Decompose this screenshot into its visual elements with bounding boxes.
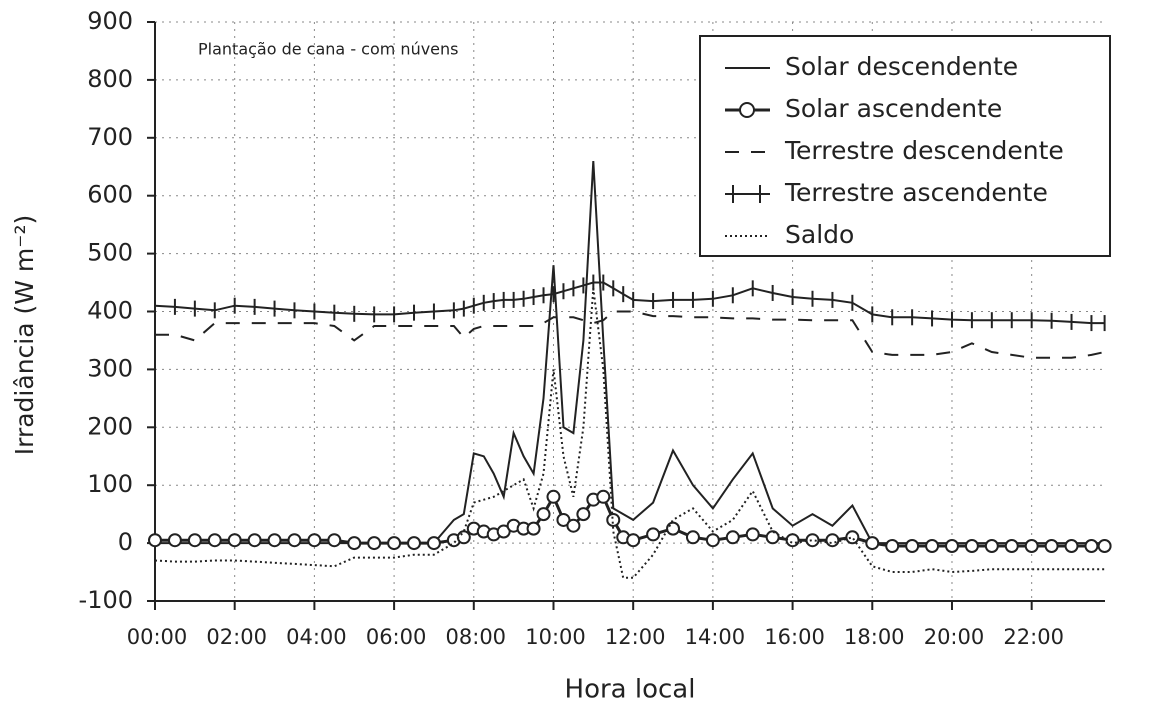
x-tick-label: 06:00 — [366, 625, 427, 649]
point — [207, 533, 222, 548]
series-line — [154, 288, 1105, 579]
x-tick-label: 10:00 — [525, 625, 586, 649]
annotation: Plantação de cana - com núvens — [198, 40, 459, 59]
point — [745, 527, 760, 542]
series-line — [155, 493, 1105, 548]
point — [964, 538, 979, 553]
y-tick-label: 400 — [87, 297, 133, 325]
point — [1004, 538, 1019, 553]
x-tick-label: 00:00 — [127, 625, 188, 649]
legend-label: Solar ascendente — [785, 94, 1002, 123]
x-axis-title: Hora local — [565, 675, 696, 705]
x-tick-label: 04:00 — [286, 625, 347, 649]
point — [187, 533, 202, 548]
y-tick-label: 500 — [87, 239, 133, 267]
point — [267, 533, 282, 548]
point — [596, 489, 611, 504]
legend-label: Terrestre ascendente — [784, 178, 1048, 207]
point — [1064, 538, 1079, 553]
point — [845, 530, 860, 545]
legend-marker — [739, 102, 755, 118]
point — [576, 507, 591, 522]
x-tick-label: 08:00 — [446, 625, 507, 649]
point — [167, 533, 182, 548]
x-tick-label: 02:00 — [206, 625, 267, 649]
x-tick-label: 22:00 — [1003, 625, 1064, 649]
legend-label: Terrestre descendente — [784, 136, 1064, 165]
y-tick-label: 700 — [87, 123, 133, 151]
point — [536, 507, 551, 522]
point — [626, 533, 641, 548]
y-tick-label: 300 — [87, 354, 133, 382]
point — [456, 530, 471, 545]
point — [526, 521, 541, 536]
point — [1044, 538, 1059, 553]
y-tick-label: 900 — [87, 7, 133, 35]
point — [685, 530, 700, 545]
point — [905, 538, 920, 553]
legend-label: Solar descendente — [785, 52, 1018, 81]
point — [307, 533, 322, 548]
y-axis-title: Irradiância (W m⁻²) — [10, 215, 39, 456]
point — [785, 533, 800, 548]
point — [925, 538, 940, 553]
y-tick-label: 600 — [87, 181, 133, 209]
series-line — [154, 281, 1105, 325]
point — [496, 524, 511, 539]
point — [1024, 538, 1039, 553]
point — [546, 489, 561, 504]
x-tick-label: 14:00 — [685, 625, 746, 649]
point — [247, 533, 262, 548]
point — [725, 530, 740, 545]
point — [327, 533, 342, 548]
point — [984, 538, 999, 553]
x-tick-label: 16:00 — [764, 625, 825, 649]
point — [556, 512, 571, 527]
y-tick-label: 800 — [87, 65, 133, 93]
point — [646, 527, 661, 542]
legend-box — [699, 35, 1111, 257]
y-tick-label: 100 — [87, 470, 133, 498]
point — [606, 512, 621, 527]
point — [705, 533, 720, 548]
point — [387, 536, 402, 551]
point — [566, 518, 581, 533]
point — [865, 536, 880, 551]
series-line — [155, 310, 1105, 359]
point — [227, 533, 242, 548]
y-tick-label: 0 — [118, 528, 133, 556]
point — [666, 521, 681, 536]
point — [1084, 538, 1099, 553]
point — [765, 530, 780, 545]
x-tick-label: 18:00 — [844, 625, 905, 649]
point — [426, 536, 441, 551]
point — [367, 536, 382, 551]
legend-label: Saldo — [785, 220, 854, 249]
point — [347, 536, 362, 551]
y-tick-label: 200 — [87, 412, 133, 440]
point — [825, 533, 840, 548]
x-tick-label: 12:00 — [605, 625, 666, 649]
x-tick-label: 20:00 — [924, 625, 985, 649]
point — [287, 533, 302, 548]
point — [944, 538, 959, 553]
point — [407, 536, 422, 551]
point — [1097, 538, 1112, 553]
point — [148, 533, 162, 548]
y-tick-label: -100 — [79, 586, 133, 614]
point — [885, 538, 900, 553]
